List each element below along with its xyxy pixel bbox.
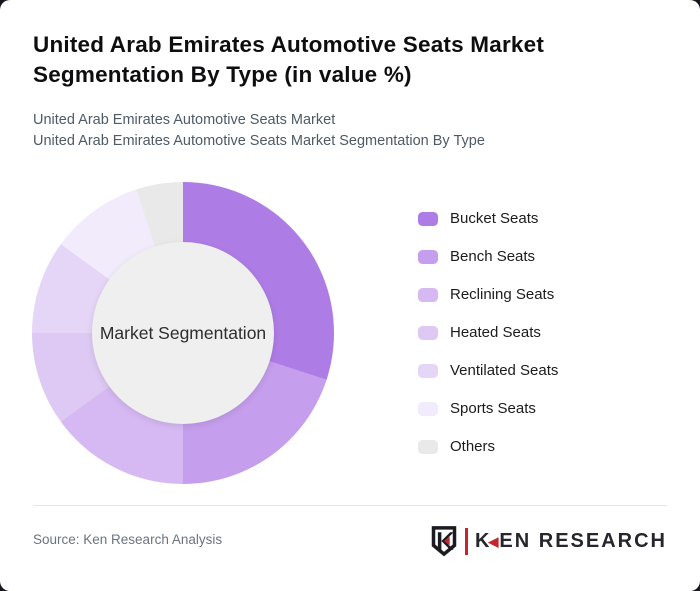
legend-swatch (418, 401, 438, 416)
page-title: United Arab Emirates Automotive Seats Ma… (33, 32, 545, 87)
red-left-triangle-icon: ◀ (488, 533, 501, 549)
brand-name-k: K (474, 529, 492, 552)
footer-divider (33, 505, 667, 506)
legend-item-sports-seats: Sports Seats (418, 401, 558, 416)
red-triangle-icon (443, 536, 450, 546)
legend-swatch (418, 325, 438, 340)
ken-research-logo: K ◀ EN RESEARCH (430, 525, 667, 557)
legend-swatch (418, 211, 438, 226)
donut-chart: Market Segmentation (32, 182, 334, 484)
legend-item-others: Others (418, 439, 558, 454)
legend-label: Bench Seats (450, 248, 536, 265)
donut-center: Market Segmentation (92, 242, 274, 424)
legend-item-reclining-seats: Reclining Seats (418, 287, 558, 302)
chart-legend: Bucket Seats Bench Seats Reclining Seats… (418, 211, 558, 454)
brand-divider-bar (464, 527, 468, 555)
source-note: Source: Ken Research Analysis (33, 532, 223, 547)
subtitle-line-2: United Arab Emirates Automotive Seats Ma… (33, 132, 485, 149)
brand-name: K ◀ EN RESEARCH (475, 530, 667, 553)
brand-name-rest: EN RESEARCH (499, 529, 667, 552)
legend-swatch (418, 363, 438, 378)
donut-center-label: Market Segmentation (99, 322, 267, 343)
legend-label: Ventilated Seats (450, 362, 559, 379)
legend-label: Heated Seats (450, 324, 541, 341)
legend-label: Bucket Seats (450, 210, 539, 227)
legend-label: Sports Seats (450, 400, 536, 417)
subtitle-line-1: United Arab Emirates Automotive Seats Ma… (33, 112, 336, 128)
legend-item-heated-seats: Heated Seats (418, 325, 558, 340)
legend-item-bucket-seats: Bucket Seats (418, 211, 558, 226)
legend-swatch (418, 249, 438, 264)
legend-item-bench-seats: Bench Seats (418, 249, 558, 264)
legend-swatch (418, 439, 438, 454)
legend-item-ventilated-seats: Ventilated Seats (418, 363, 558, 378)
legend-label: Others (450, 438, 496, 455)
legend-swatch (418, 287, 438, 302)
chart-subtitles: United Arab Emirates Automotive Seats Ma… (33, 110, 485, 151)
legend-label: Reclining Seats (450, 286, 555, 303)
shield-k-icon (431, 526, 457, 557)
